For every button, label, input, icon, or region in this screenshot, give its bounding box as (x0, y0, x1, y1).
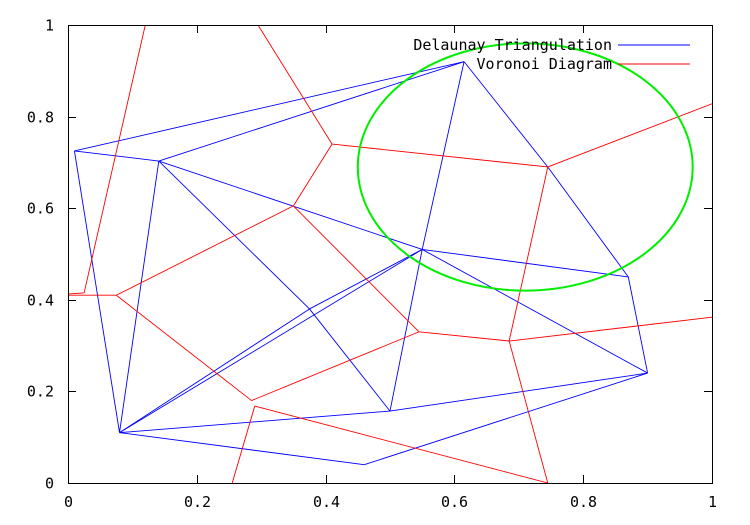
legend-label: Delaunay Triangulation (413, 36, 612, 54)
voronoi-edge (83, 25, 146, 294)
delaunay-edge (74, 61, 465, 152)
voronoi-edge (508, 340, 549, 483)
delaunay-edge (389, 249, 423, 412)
series-delaunay-triangulation (73, 61, 649, 466)
voronoi-edge (254, 405, 548, 483)
voronoi-edge (331, 143, 548, 168)
voronoi-edge (116, 294, 252, 401)
x-tick-label: 0 (64, 493, 73, 511)
voronoi-edge (116, 205, 294, 296)
delaunay-edge (119, 308, 310, 433)
delaunay-edge (119, 160, 160, 433)
plot-area (68, 25, 712, 483)
y-tick-label: 0.2 (27, 383, 54, 401)
delaunay-edge (364, 372, 648, 466)
voronoi-edge (257, 25, 333, 145)
delaunay-edge (422, 248, 629, 278)
delaunay-edge (158, 160, 310, 310)
x-tick-label: 0.4 (313, 493, 340, 511)
voronoi-edge (293, 205, 420, 333)
y-tick-label: 0.8 (27, 109, 54, 127)
voronoi-edge (251, 331, 420, 401)
series-voronoi-diagram (68, 25, 712, 483)
delaunay-edge (158, 160, 423, 250)
axis-ticks: 0 0.2 0.4 0.6 0.8 1 0 0.2 0.4 0.6 0.8 1 (27, 17, 717, 512)
voronoi-edge (68, 292, 85, 295)
delaunay-edge (389, 372, 648, 412)
delaunay-edge (627, 276, 649, 374)
delaunay-edge (119, 410, 391, 434)
y-tick-label: 1 (45, 17, 54, 35)
delaunay-edge (73, 150, 120, 433)
delaunay-edge (547, 166, 629, 278)
voronoi-edge (509, 316, 712, 342)
y-tick-label: 0.4 (27, 292, 54, 310)
x-tick-label: 0.6 (441, 493, 468, 511)
y-tick-label: 0.6 (27, 200, 54, 218)
delaunay-edge (463, 61, 549, 168)
voronoi-edge (418, 331, 510, 342)
x-tick-label: 0.8 (570, 493, 597, 511)
y-tick-label: 0 (45, 475, 54, 493)
x-tick-label: 0.2 (184, 493, 211, 511)
delaunay-edge (119, 249, 423, 434)
voronoi-edge (231, 405, 256, 483)
voronoi-edge (508, 166, 549, 342)
x-tick-label: 1 (708, 493, 717, 511)
circumcircle (356, 42, 694, 292)
voronoi-edge (293, 143, 333, 207)
delaunay-edge (74, 150, 159, 162)
legend-label: Voronoi Diagram (477, 55, 612, 73)
delaunay-edge (421, 249, 648, 374)
voronoi-edge (547, 103, 712, 168)
plot-frame (68, 25, 713, 484)
